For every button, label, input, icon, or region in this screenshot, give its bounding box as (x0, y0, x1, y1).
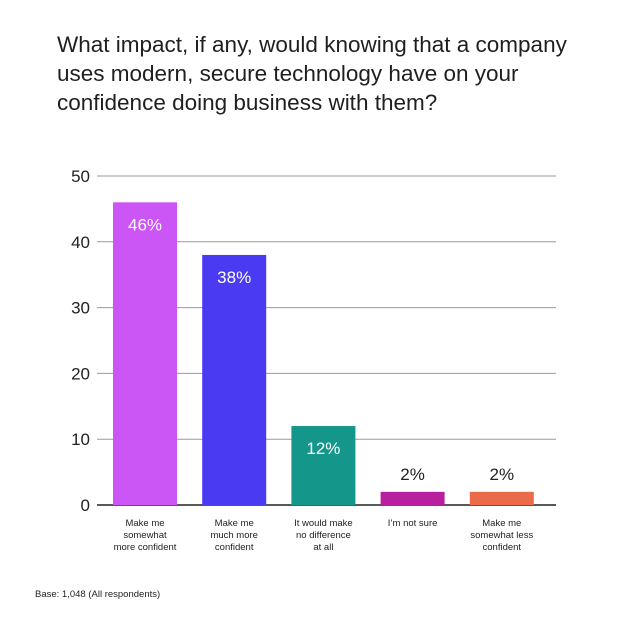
y-tick-label: 10 (71, 430, 90, 449)
x-tick-label: somewhat less (470, 530, 533, 541)
data-label: 12% (306, 439, 340, 458)
x-tick-label: no difference (296, 530, 351, 541)
x-tick-label: It would make (294, 518, 353, 529)
bar (380, 491, 445, 505)
data-label: 2% (400, 465, 425, 484)
y-tick-label: 20 (71, 364, 90, 383)
x-tick-label: confident (215, 542, 254, 553)
y-tick-label: 30 (71, 299, 90, 318)
y-tick-label: 0 (81, 496, 90, 515)
x-tick-label: at all (313, 542, 333, 553)
bar (291, 426, 356, 505)
footnote: Base: 1,048 (All respondents) (35, 589, 161, 600)
x-tick-label: more confident (114, 542, 177, 553)
data-label: 38% (217, 268, 251, 287)
x-tick-label: somewhat (123, 530, 167, 541)
x-tick-label: much more (210, 530, 258, 541)
data-label: 46% (128, 215, 162, 234)
bar (202, 254, 267, 505)
data-label: 2% (490, 465, 515, 484)
y-tick-label: 40 (71, 233, 90, 252)
bar (469, 491, 534, 505)
x-tick-label: Make me (125, 518, 164, 529)
x-tick-label: Make me (215, 518, 254, 529)
chart-title: What impact, if any, would knowing that … (57, 32, 567, 115)
x-tick-label: confident (483, 542, 522, 553)
bar (113, 202, 177, 505)
y-tick-label: 50 (71, 167, 90, 186)
x-tick-label: Make me (482, 518, 521, 529)
x-tick-label: I’m not sure (388, 518, 438, 529)
